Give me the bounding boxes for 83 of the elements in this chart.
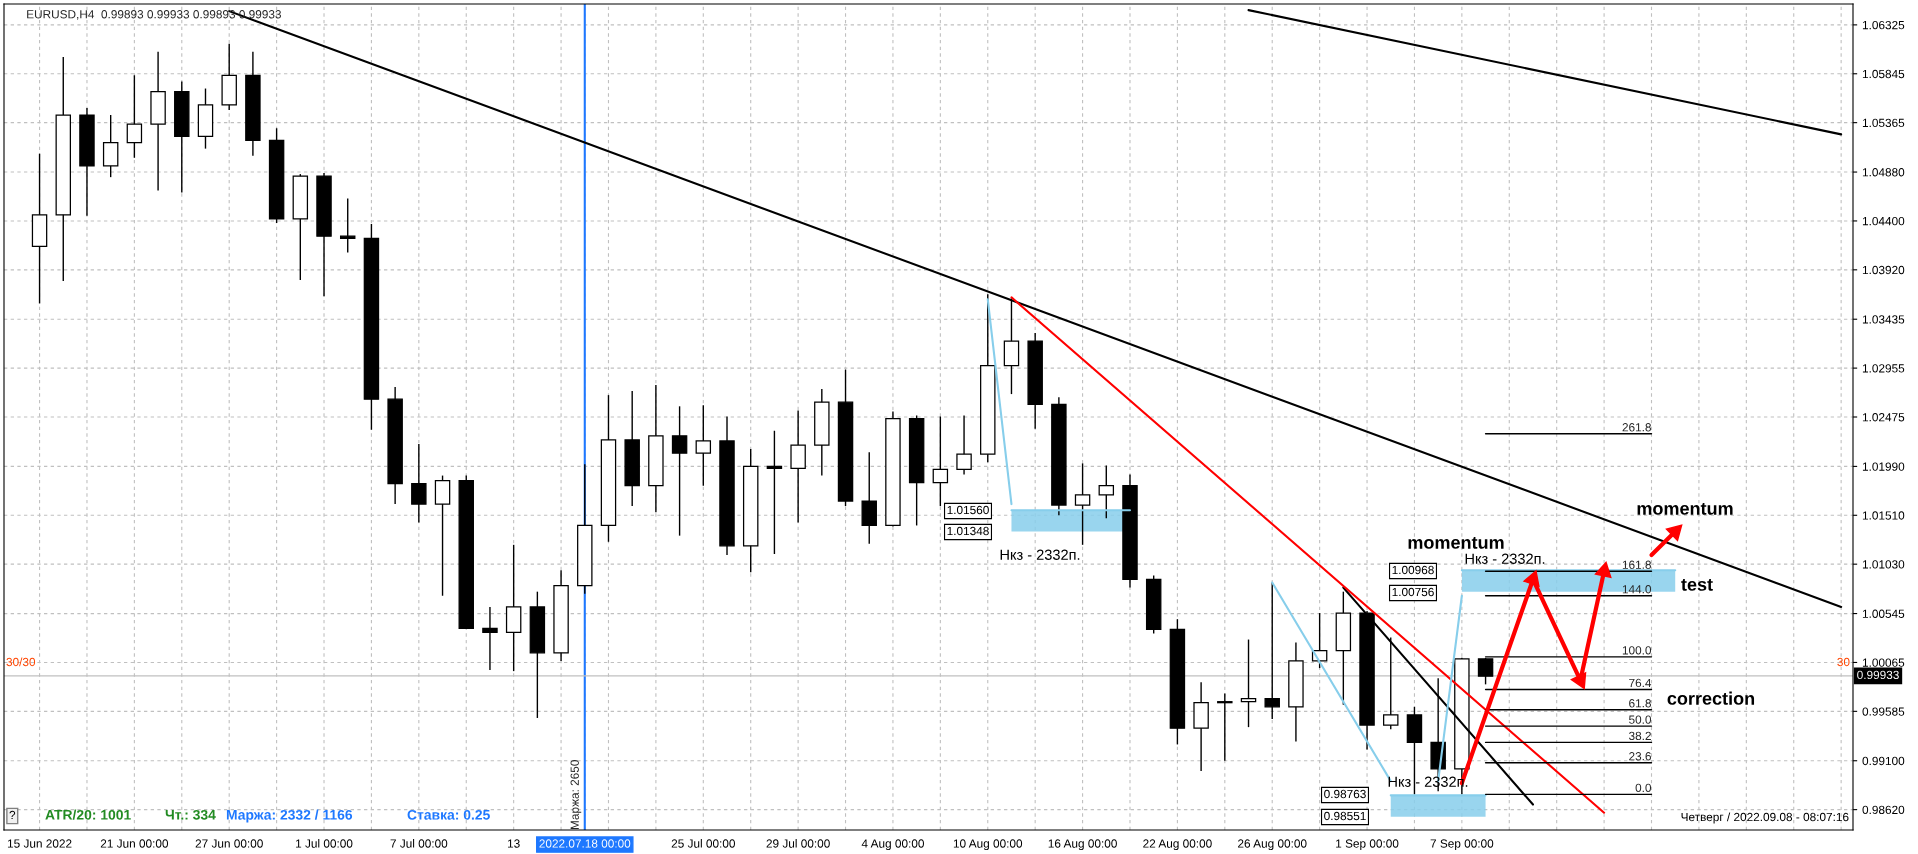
x-tick-label: 1 Jul 00:00	[296, 839, 353, 848]
series-label: 38.2	[1628, 731, 1651, 741]
annotation: 1.00968	[1392, 565, 1434, 575]
annotation: test	[1681, 578, 1713, 591]
annotation: Четверг / 2022.09.08 - 08:07:16	[1681, 812, 1849, 824]
series-label: 100.0	[1622, 646, 1652, 655]
x-tick-label: 16 Aug 00:00	[1048, 839, 1117, 851]
x-tick-label: 25 Jul 00:00	[671, 839, 735, 848]
x-tick-label: 1 Sep 00:00	[1336, 839, 1399, 851]
chart-title: EURUSD,H4 0.99893 0.99933 0.99893 0.99933	[27, 10, 281, 20]
y-tick-label: 1.01510	[1862, 511, 1905, 520]
annotation: Ставка: 0.25	[407, 809, 490, 820]
candlestick	[1240, 638, 1257, 728]
candlestick	[1383, 636, 1399, 730]
y-tick-label: 1.04880	[1862, 168, 1905, 177]
candlestick	[956, 414, 972, 476]
annotation: 0.98763	[1324, 789, 1366, 799]
candlestick	[102, 114, 119, 178]
candlestick	[1217, 692, 1233, 762]
x-tick-label: 29 Jul 00:00	[766, 839, 830, 848]
annotation: Нкз - 2332п.	[1465, 553, 1545, 564]
annotation: momentum	[1637, 502, 1733, 515]
series-label: 144.0	[1622, 585, 1652, 594]
annotation: ATR/20: 1001	[45, 809, 131, 820]
candlestick	[671, 405, 688, 537]
series-label: 23.6	[1629, 752, 1651, 761]
x-tick-label: 7 Jul 00:00	[390, 839, 448, 848]
y-tick-label: 1.03435	[1862, 315, 1905, 324]
y-tick-label: 1.02475	[1862, 413, 1905, 422]
annotation: 0.98551	[1324, 811, 1366, 821]
candlestick	[766, 430, 783, 555]
annotation: 1.00756	[1392, 587, 1434, 597]
annotation: 1.01560	[947, 505, 989, 515]
annotation: momentum	[1408, 536, 1504, 549]
annotation: ?	[9, 810, 16, 820]
y-tick-label: 1.06325	[1862, 20, 1905, 30]
x-tick-label: 26 Aug 00:00	[1238, 839, 1307, 851]
y-tick-label: 0.99100	[1862, 756, 1905, 766]
series-label: 0.0	[1635, 783, 1652, 793]
candlestick	[695, 404, 712, 487]
y-tick-label: 1.05365	[1862, 118, 1905, 128]
x-tick-label: 21 Jun 00:00	[100, 839, 169, 848]
annotation: Нкз - 2332п.	[1000, 549, 1080, 560]
x-tick-label: 2022.07.18 00:00	[539, 839, 631, 848]
x-tick-label: 13	[508, 839, 520, 848]
y-tick-label: 1.04400	[1862, 216, 1905, 226]
x-tick-label: 10 Aug 00:00	[953, 839, 1023, 851]
candlestick	[1074, 462, 1091, 546]
y-tick-label: 1.00065	[1862, 658, 1905, 667]
x-tick-label: 15 Jun 2022	[7, 839, 72, 848]
x-tick-label: 7 Sep 00:00	[1430, 839, 1494, 851]
series-label: 50.0	[1629, 715, 1652, 724]
y-tick-label: 0.98620	[1862, 805, 1905, 815]
candlestick	[932, 415, 949, 507]
annotation: Маржа: 2332 / 1166	[226, 809, 353, 823]
x-tick-label: 4 Aug 00:00	[861, 839, 924, 851]
annotation: 30/30	[6, 657, 36, 667]
series-label: 76.4	[1629, 678, 1652, 688]
candlestick	[790, 409, 806, 524]
candlestick	[434, 474, 451, 597]
candlestick	[1098, 464, 1115, 520]
y-tick-label: 0.99585	[1862, 707, 1905, 716]
y-tick-label: 1.03920	[1862, 265, 1905, 275]
series-label: 261.8	[1622, 423, 1651, 432]
annotation: 30	[1837, 657, 1850, 667]
y-tick-label: 1.02955	[1862, 364, 1905, 373]
y-tick-label: 1.05845	[1862, 69, 1905, 79]
x-tick-label: 27 Jun 00:00	[195, 839, 263, 848]
candlestick	[339, 197, 356, 254]
ref-line-label: Маржа: 2650	[570, 760, 582, 830]
ref-line-label: 0.99933	[1857, 670, 1899, 680]
x-tick-label: 22 Aug 00:00	[1143, 839, 1212, 851]
series-label: 161.8	[1622, 560, 1651, 569]
candlestick	[482, 606, 498, 671]
annotation: correction	[1667, 691, 1755, 705]
annotation: Чт.: 334	[165, 809, 216, 820]
annotation: 1.01348	[947, 526, 989, 536]
series-label: 61.8	[1629, 699, 1651, 708]
candlestick	[126, 74, 143, 159]
y-tick-label: 1.01030	[1862, 560, 1905, 569]
y-tick-label: 1.01990	[1862, 462, 1905, 471]
candlestick	[411, 443, 427, 524]
y-tick-label: 1.00545	[1862, 609, 1905, 618]
